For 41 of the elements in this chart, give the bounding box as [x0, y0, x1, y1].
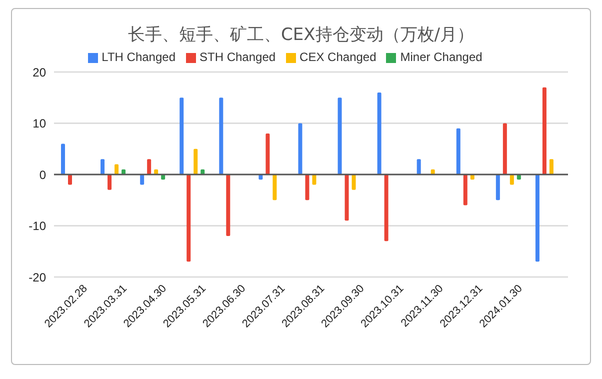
- bar: [272, 174, 277, 200]
- chart-title: 长手、短手、矿工、CEX持仓变动（万枚/月）: [127, 24, 475, 46]
- bar: [266, 134, 270, 174]
- bar: [344, 174, 349, 221]
- legend-label: STH Changed: [200, 50, 276, 64]
- y-tick-label: 0: [39, 168, 46, 182]
- bar: [298, 123, 302, 174]
- bar: [456, 128, 460, 174]
- bar: [312, 174, 316, 185]
- y-tick-label: 20: [32, 65, 46, 80]
- bar: [219, 98, 224, 174]
- bar: [114, 164, 119, 174]
- bar: [384, 174, 388, 242]
- legend-label: CEX Changed: [300, 50, 376, 64]
- bar: [68, 174, 72, 185]
- bar: [108, 174, 112, 190]
- legend-label: LTH Changed: [102, 50, 176, 64]
- bar: [194, 148, 198, 174]
- bar: [496, 174, 500, 200]
- bar: [463, 174, 468, 206]
- bar: [502, 123, 507, 174]
- bar: [186, 174, 191, 262]
- y-tick-label: 10: [32, 116, 46, 131]
- bar: [352, 174, 356, 190]
- bar: [542, 87, 546, 174]
- bar: [416, 159, 421, 174]
- y-tick-label: -10: [28, 219, 46, 234]
- bar: [338, 98, 342, 174]
- bar: [180, 98, 184, 174]
- bar: [226, 174, 230, 236]
- bar: [100, 159, 105, 174]
- bar: [147, 159, 152, 174]
- bar: [305, 174, 310, 200]
- bar: [535, 174, 540, 262]
- bar: [510, 174, 514, 185]
- bar: [61, 144, 65, 174]
- y-tick-label: -20: [28, 270, 46, 284]
- bar: [377, 92, 382, 174]
- bar: [549, 159, 554, 174]
- legend-label: Miner Changed: [400, 50, 482, 64]
- bar: [140, 174, 144, 185]
